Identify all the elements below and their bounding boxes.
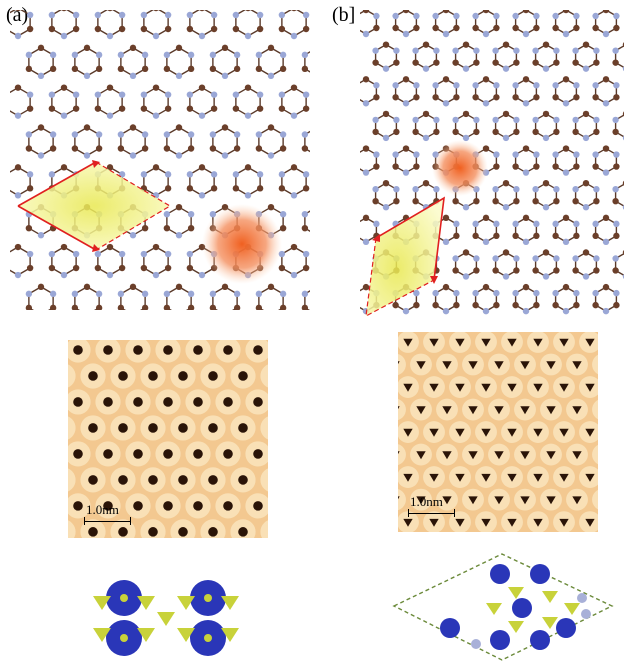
- scale-bar-label-a: 1.0nm: [86, 502, 119, 517]
- stm-image-b: [398, 332, 598, 532]
- hotspot-a: [202, 204, 282, 284]
- lattice-structure-b: [360, 10, 624, 318]
- lattice-structure-a: [10, 10, 310, 310]
- orbital-plot-b: [392, 553, 614, 661]
- stm-image-a: [68, 340, 268, 538]
- orbital-plot-a: [93, 580, 239, 656]
- scale-bar-label-b: 1.0nm: [410, 494, 443, 509]
- hotspot-b: [432, 140, 488, 196]
- panel-label-b: (b]: [332, 4, 356, 26]
- unit-cell-highlight-b: [366, 198, 444, 316]
- panel-label-a: (a): [6, 4, 29, 26]
